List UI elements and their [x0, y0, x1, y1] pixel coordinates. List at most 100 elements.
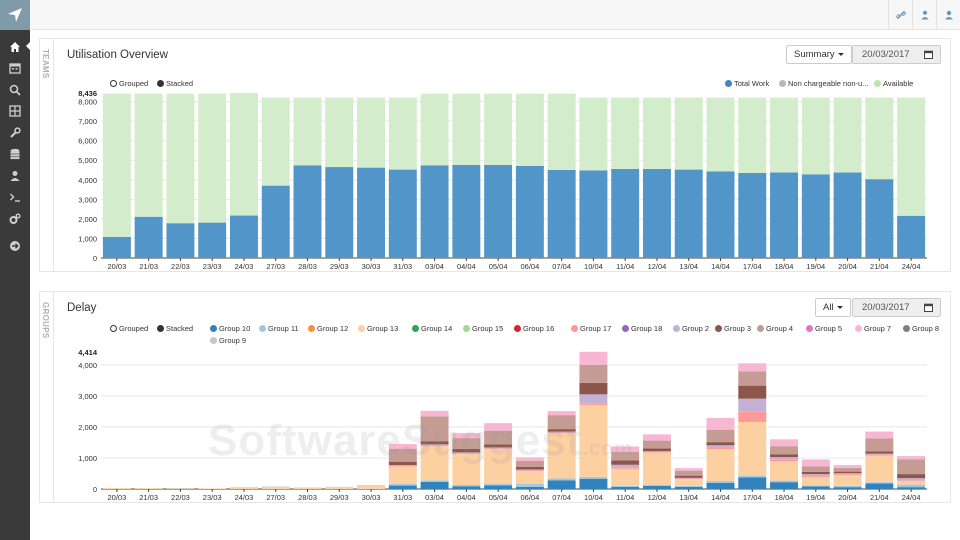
calendar-icon[interactable] [924, 50, 933, 59]
groups-tab[interactable]: GROUPS [40, 292, 54, 502]
bar-segment[interactable] [674, 485, 703, 487]
bar-segment[interactable] [770, 457, 799, 460]
sidebar-item-search[interactable] [0, 79, 30, 101]
bar-segment[interactable] [801, 486, 830, 489]
bar-segment[interactable] [515, 457, 544, 461]
bar-segment[interactable] [420, 480, 449, 482]
bar-segment[interactable] [134, 216, 163, 258]
bar-segment[interactable] [420, 446, 449, 481]
bar-segment[interactable] [420, 410, 449, 417]
legend-group-18[interactable]: Group 18 [622, 324, 662, 333]
bar-segment[interactable] [515, 469, 544, 471]
bar-segment[interactable] [770, 97, 799, 173]
legend-group-7[interactable]: Group 7 [855, 324, 891, 333]
user-menu-button[interactable] [936, 0, 960, 30]
bar-segment[interactable] [102, 488, 131, 489]
bar-segment[interactable] [674, 479, 703, 486]
bar-segment[interactable] [261, 185, 290, 258]
bar-segment[interactable] [611, 169, 640, 258]
legend-group-13[interactable]: Group 13 [358, 324, 398, 333]
bar-segment[interactable] [388, 443, 417, 449]
bar-segment[interactable] [388, 465, 417, 467]
bar-segment[interactable] [198, 222, 227, 258]
bar-segment[interactable] [198, 488, 227, 489]
stacked-toggle[interactable]: Stacked [157, 324, 193, 333]
bar-segment[interactable] [484, 484, 513, 486]
bar-segment[interactable] [897, 97, 926, 216]
bar-segment[interactable] [484, 444, 513, 448]
bar-segment[interactable] [611, 485, 640, 487]
bar-segment[interactable] [515, 484, 544, 487]
bar-segment[interactable] [452, 164, 481, 258]
bar-segment[interactable] [801, 459, 830, 467]
bar-segment[interactable] [452, 438, 481, 449]
bar-segment[interactable] [897, 474, 926, 479]
bar-segment[interactable] [738, 97, 767, 173]
bar-segment[interactable] [833, 474, 862, 476]
legend-group-9[interactable]: Group 9 [210, 336, 246, 345]
bar-segment[interactable] [833, 473, 862, 475]
legend-total-work[interactable]: Total Work [725, 79, 769, 88]
bar-segment[interactable] [642, 169, 671, 258]
bar-segment[interactable] [547, 431, 576, 433]
legend-group-2[interactable]: Group 2 [673, 324, 709, 333]
bar-segment[interactable] [261, 487, 290, 489]
bar-segment[interactable] [738, 172, 767, 258]
bar-segment[interactable] [897, 480, 926, 481]
legend-group-4[interactable]: Group 4 [757, 324, 793, 333]
teams-tab[interactable]: TEAMS [40, 39, 54, 271]
bar-segment[interactable] [388, 97, 417, 170]
bar-segment[interactable] [547, 411, 576, 416]
bar-segment[interactable] [738, 363, 767, 372]
bar-segment[interactable] [579, 403, 608, 405]
bar-segment[interactable] [642, 97, 671, 170]
bar-segment[interactable] [515, 470, 544, 471]
bar-segment[interactable] [833, 172, 862, 258]
bar-segment[interactable] [579, 478, 608, 489]
bar-segment[interactable] [865, 482, 894, 484]
bar-segment[interactable] [452, 453, 481, 454]
bar-segment[interactable] [515, 460, 544, 467]
bar-segment[interactable] [515, 470, 544, 485]
bar-segment[interactable] [452, 453, 481, 485]
bar-segment[interactable] [611, 97, 640, 170]
bar-segment[interactable] [770, 482, 799, 489]
summary-dropdown[interactable]: Summary [786, 45, 852, 64]
bar-segment[interactable] [547, 433, 576, 479]
bar-segment[interactable] [420, 441, 449, 445]
link-button[interactable] [888, 0, 912, 30]
legend-non-chargeable[interactable]: Non chargeable non-u... [779, 79, 868, 88]
bar-segment[interactable] [833, 467, 862, 472]
sidebar-item-terminal[interactable] [0, 187, 30, 209]
calendar-icon[interactable] [924, 303, 933, 312]
bar-segment[interactable] [833, 471, 862, 474]
bar-segment[interactable] [833, 485, 862, 488]
bar-segment[interactable] [642, 452, 671, 485]
bar-segment[interactable] [452, 486, 481, 489]
legend-available[interactable]: Available [874, 79, 913, 88]
bar-segment[interactable] [865, 454, 894, 456]
bar-segment[interactable] [198, 93, 227, 223]
bar-segment[interactable] [484, 447, 513, 449]
grouped-toggle[interactable]: Grouped [110, 79, 148, 88]
bar-segment[interactable] [515, 165, 544, 258]
bar-segment[interactable] [770, 446, 799, 455]
bar-segment[interactable] [515, 466, 544, 470]
bar-segment[interactable] [102, 236, 131, 258]
bar-segment[interactable] [897, 478, 926, 481]
bar-segment[interactable] [706, 445, 735, 448]
sidebar-item-user[interactable] [0, 165, 30, 187]
bar-segment[interactable] [865, 179, 894, 258]
bar-segment[interactable] [420, 93, 449, 166]
bar-segment[interactable] [833, 465, 862, 468]
bar-segment[interactable] [261, 97, 290, 186]
bar-segment[interactable] [706, 448, 735, 481]
bar-segment[interactable] [579, 364, 608, 383]
bar-segment[interactable] [484, 485, 513, 489]
bar-segment[interactable] [611, 467, 640, 469]
bar-segment[interactable] [388, 466, 417, 485]
bar-segment[interactable] [484, 448, 513, 449]
bar-segment[interactable] [738, 411, 767, 422]
bar-segment[interactable] [706, 171, 735, 258]
bar-segment[interactable] [897, 484, 926, 488]
